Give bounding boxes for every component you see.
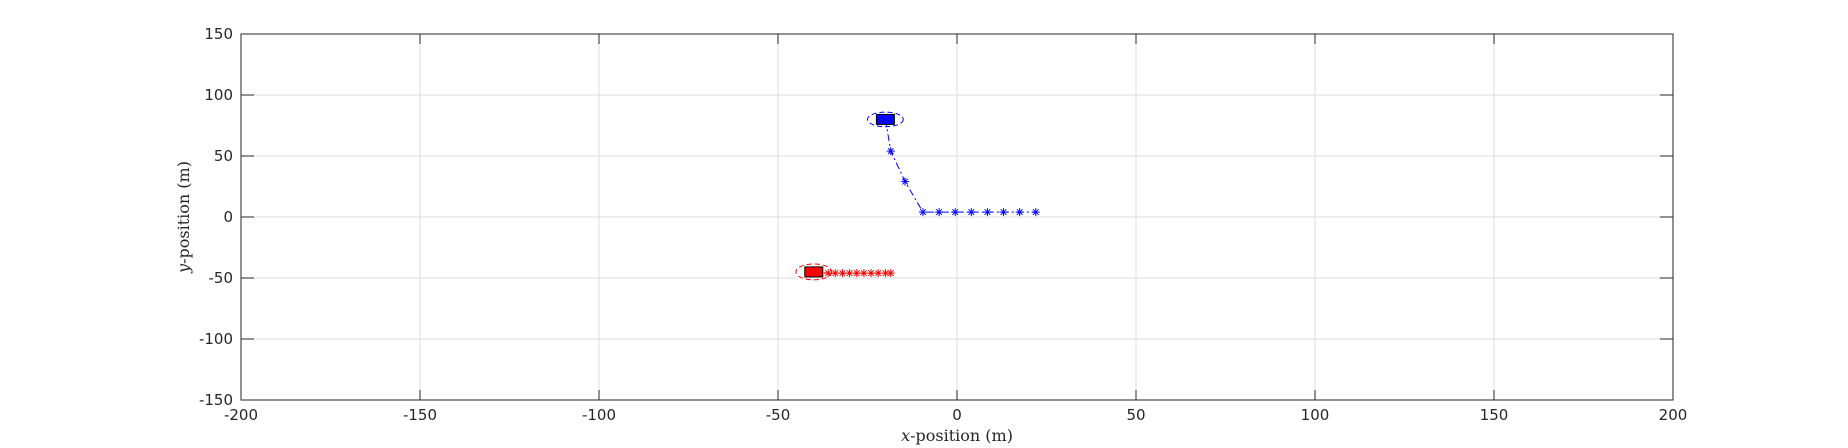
marker-stroke: [824, 269, 832, 277]
y-tick-label: -100: [199, 330, 233, 348]
asterisk-marker: [852, 269, 861, 278]
x-tick-label: -100: [582, 406, 616, 424]
y-axis-label: y-position (m): [174, 161, 193, 274]
series-2: [795, 263, 895, 281]
marker-stroke: [919, 208, 927, 216]
vehicle-marker: [875, 113, 895, 125]
marker-stroke: [984, 208, 991, 216]
x-tick-label: 150: [1480, 406, 1509, 424]
x-axis-label-var: x: [901, 426, 910, 445]
vehicle-marker: [804, 266, 824, 278]
marker-stroke: [839, 269, 846, 277]
series-1: [867, 111, 1040, 217]
marker-stroke: [935, 208, 943, 216]
uncertainty-ellipse: [867, 111, 904, 128]
asterisk-marker: [901, 177, 910, 186]
asterisk-marker: [983, 208, 992, 217]
x-tick-label: -150: [403, 406, 437, 424]
marker-stroke: [887, 269, 894, 277]
marker-stroke: [882, 269, 889, 277]
uncertainty-ellipse: [795, 263, 833, 281]
asterisk-marker: [951, 208, 960, 217]
marker-stroke: [1000, 208, 1007, 216]
asterisk-marker: [935, 208, 944, 217]
x-tick-label: 0: [952, 406, 962, 424]
marker-stroke: [867, 269, 875, 277]
x-tick-label: -200: [224, 406, 258, 424]
x-axis-label-text: -position (m): [910, 426, 1013, 445]
x-tick-label: 50: [1126, 406, 1145, 424]
asterisk-marker: [838, 269, 847, 278]
y-tick-label: 50: [214, 147, 233, 165]
marker-stroke: [887, 147, 894, 155]
asterisk-marker: [831, 269, 840, 278]
marker-stroke: [1016, 208, 1023, 216]
x-tick-label: 100: [1301, 406, 1330, 424]
asterisk-marker: [874, 269, 883, 278]
asterisk-marker: [867, 269, 876, 278]
asterisk-marker: [845, 269, 854, 278]
x-tick-label: -50: [766, 406, 791, 424]
marker-stroke: [853, 269, 860, 277]
asterisk-marker: [967, 208, 976, 217]
asterisk-marker: [859, 269, 868, 278]
marker-stroke: [875, 269, 882, 277]
marker-stroke: [968, 208, 975, 216]
series-layer: [795, 111, 1040, 281]
marker-stroke: [846, 269, 853, 277]
y-tick-label: 150: [204, 25, 233, 43]
asterisk-marker: [886, 269, 895, 278]
y-tick-label: -150: [199, 391, 233, 409]
axis-ticks: -200 -150 -100 -50 0 50 100 150 200150100500-50-…: [199, 25, 1687, 424]
marker-stroke: [952, 208, 959, 216]
asterisk-marker: [1015, 208, 1024, 217]
y-axis-label-text: -position (m): [174, 161, 193, 264]
y-tick-label: -50: [209, 269, 234, 287]
y-axis-label-var: y: [174, 263, 193, 274]
asterisk-marker: [918, 208, 927, 217]
marker-stroke: [901, 178, 909, 185]
x-tick-label: 200: [1659, 406, 1688, 424]
asterisk-marker: [999, 208, 1008, 217]
asterisk-marker: [886, 147, 895, 156]
marker-stroke: [1032, 208, 1039, 216]
y-tick-label: 100: [204, 86, 233, 104]
marker-stroke: [832, 269, 839, 277]
x-axis-label: x-position (m): [901, 426, 1013, 445]
asterisk-marker: [1031, 208, 1040, 217]
marker-stroke: [860, 269, 868, 277]
y-tick-label: 0: [223, 208, 233, 226]
